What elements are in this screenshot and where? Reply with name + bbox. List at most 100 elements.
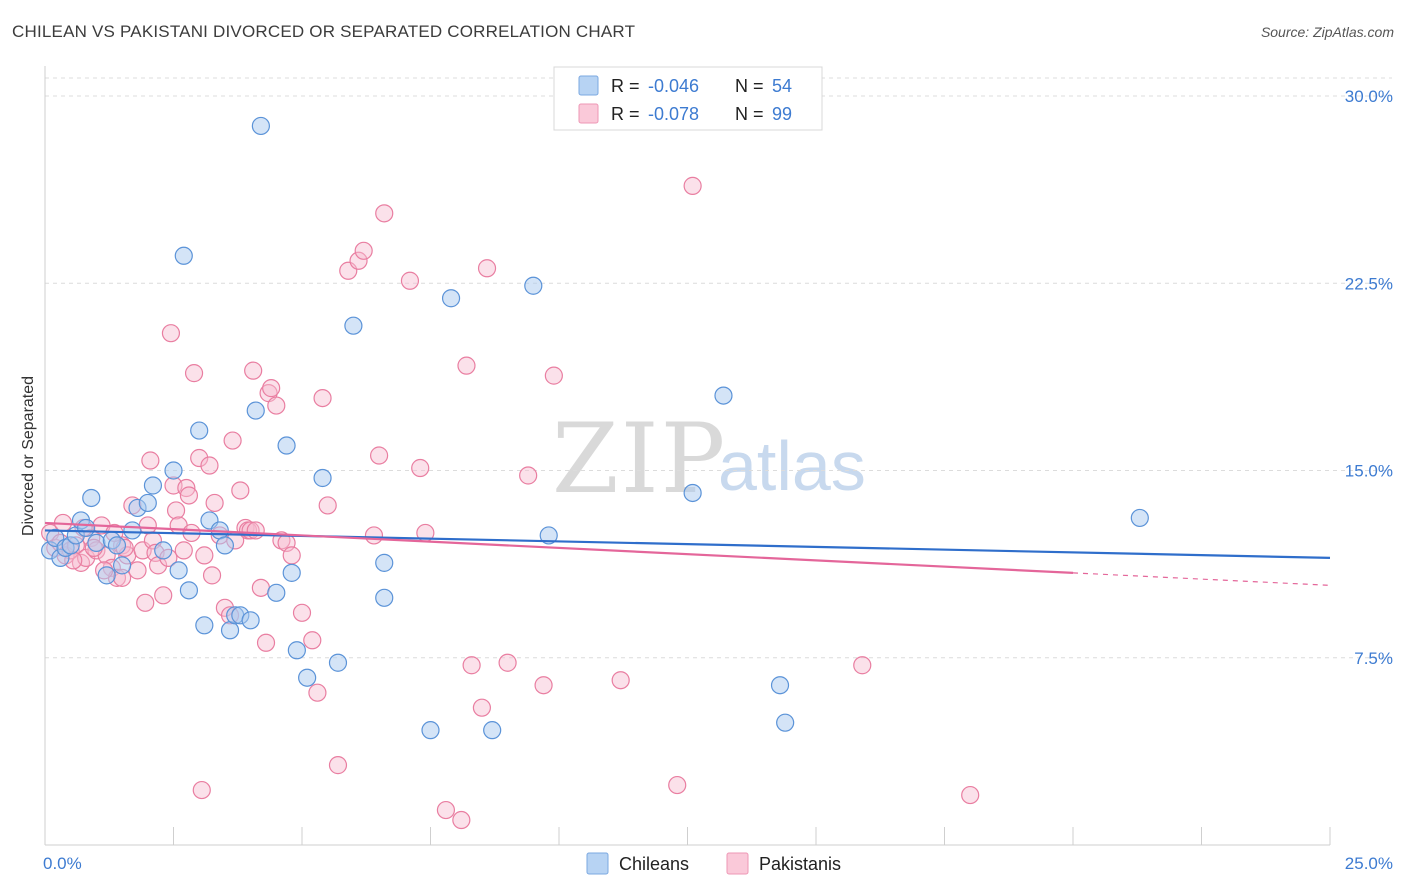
pakistani-point: [292, 603, 312, 622]
chilean-point: [179, 581, 199, 600]
pakistani-point: [200, 456, 219, 475]
watermark: ZIP atlas: [552, 403, 866, 515]
pakistani-point: [472, 698, 491, 717]
y-tick-label: 15.0%: [1345, 462, 1393, 481]
pakistani-point: [161, 324, 181, 343]
chilean-point: [441, 289, 461, 308]
legend-r-label: R =: [611, 76, 640, 96]
chilean-point: [539, 526, 558, 545]
pakistani-point: [328, 756, 348, 775]
pakistani-point: [400, 271, 420, 290]
legend-r-value: -0.078: [648, 104, 699, 124]
pakistani-point: [308, 683, 327, 702]
pakistani-point: [128, 561, 147, 580]
pakistani-point: [141, 451, 160, 470]
pakistani-point: [354, 241, 373, 260]
pakistani-point: [349, 251, 368, 270]
pakistani-point: [375, 204, 394, 223]
trend-lines: [44, 521, 1331, 586]
pakistani-point: [683, 176, 702, 195]
pakistani-point: [370, 446, 389, 465]
pakistani-point: [179, 486, 199, 505]
pakistani-point: [452, 810, 471, 830]
pakistani-point: [267, 396, 286, 415]
chilean-point: [683, 483, 702, 503]
pakistani-point: [166, 501, 186, 520]
chilean-point: [267, 583, 286, 602]
pakistani-point: [223, 431, 242, 450]
pakistani-point: [205, 493, 224, 513]
pakistani-point: [246, 521, 265, 540]
chilean-point: [776, 713, 795, 732]
chilean-point: [714, 386, 733, 405]
chilean-point: [328, 653, 348, 672]
chilean-point: [190, 421, 209, 440]
pakistani-point: [251, 578, 270, 597]
pakistani-point: [462, 656, 481, 675]
chart-title: CHILEAN VS PAKISTANI DIVORCED OR SEPARAT…: [12, 22, 636, 41]
pakistani-point: [195, 546, 214, 565]
chilean-point: [215, 536, 234, 555]
chilean-point: [524, 276, 543, 295]
pakistani-point: [202, 566, 222, 585]
legend-n-label: N =: [735, 76, 764, 96]
chilean-point: [251, 116, 270, 136]
pakistani-point: [231, 481, 250, 500]
pakistani-point: [174, 541, 193, 560]
chilean-point: [375, 553, 394, 572]
pakistani-point: [477, 259, 497, 278]
pakistani-point: [364, 526, 384, 545]
legend-swatch-chileans: [578, 75, 599, 96]
y-tick-label: 22.5%: [1345, 274, 1393, 293]
legend-r-label: R =: [611, 104, 640, 124]
chilean-point: [313, 468, 332, 488]
pakistani-point: [256, 633, 276, 652]
x-tick-label: 0.0%: [43, 854, 82, 873]
chilean-point: [107, 536, 127, 555]
chilean-point: [123, 521, 142, 540]
chilean-point: [77, 518, 96, 538]
chilean-point: [164, 461, 183, 480]
pakistani-point: [154, 586, 173, 605]
chilean-point: [87, 533, 106, 553]
chilean-point: [97, 566, 116, 585]
chilean-point: [770, 676, 790, 695]
chilean-point: [298, 668, 317, 687]
pakistani-point: [411, 458, 430, 478]
pakistani-point: [544, 366, 563, 385]
legend-r-value: -0.046: [648, 76, 699, 96]
y-tick-labels: 7.5% 15.0% 22.5% 30.0%: [1345, 87, 1393, 668]
bottom-legend-swatch-pakistanis: [726, 852, 749, 875]
pakistani-point: [177, 478, 196, 498]
chilean-point: [143, 476, 163, 495]
pakistani-point: [853, 656, 872, 675]
x-tick-labels: 0.0% 25.0%: [43, 854, 1393, 873]
chilean-point: [112, 556, 132, 575]
pakistani-point: [192, 780, 211, 800]
bottom-legend-label: Pakistanis: [759, 854, 841, 874]
x-tick-label: 25.0%: [1345, 854, 1393, 873]
pakistanis-trend-line: [44, 521, 1074, 574]
y-tick-label: 7.5%: [1354, 649, 1393, 668]
pakistani-point: [184, 364, 204, 383]
pakistani-point: [534, 676, 553, 695]
pakistani-point: [519, 466, 538, 485]
legend-n-value: 54: [772, 76, 792, 96]
chileans-trend-line: [44, 529, 1331, 559]
bottom-legend: Chileans Pakistanis: [586, 852, 841, 875]
chilean-point: [344, 316, 363, 335]
pakistani-point: [136, 593, 155, 612]
chilean-point: [82, 488, 101, 508]
chilean-point: [195, 616, 214, 635]
pakistani-point: [457, 356, 476, 375]
pakistani-point: [303, 631, 322, 650]
chilean-point: [282, 563, 301, 582]
pakistani-point: [611, 671, 630, 690]
y-tick-label: 30.0%: [1345, 87, 1393, 106]
chilean-point: [246, 401, 265, 420]
chilean-point: [154, 541, 173, 560]
watermark-zip: ZIP: [552, 403, 727, 515]
pakistani-point: [436, 800, 456, 820]
chilean-point: [483, 721, 502, 740]
